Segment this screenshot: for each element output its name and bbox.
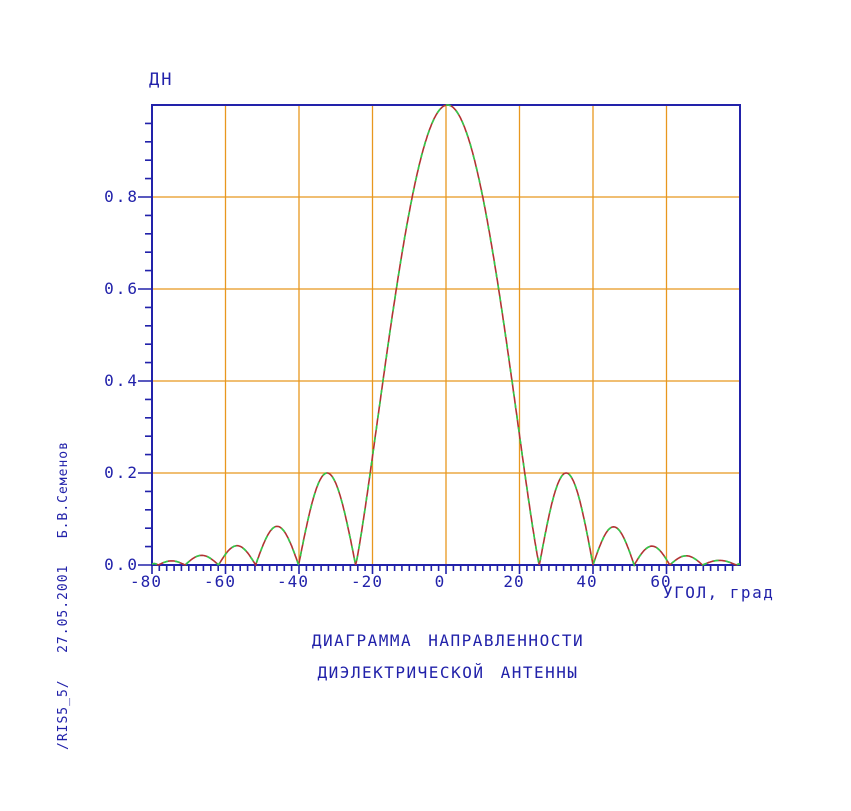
x-tick-label: 0 — [434, 572, 446, 591]
x-tick-label: 60 — [650, 572, 672, 591]
y-tick-label: 0.8 — [104, 187, 139, 206]
x-tick-label: -80 — [130, 572, 162, 591]
axis-ticks — [138, 122, 734, 574]
y-tick-label: 0.4 — [104, 371, 139, 390]
x-axis-label: УГОЛ, град — [663, 583, 775, 602]
x-tick-label: 20 — [503, 572, 525, 591]
y-tick-label: 0.0 — [104, 555, 139, 574]
x-tick-label: 40 — [576, 572, 598, 591]
y-tick-label: 0.6 — [104, 279, 139, 298]
chart-title-line-2: ДИЭЛЕКТРИЧЕСКОЙ АНТЕННЫ — [317, 663, 579, 682]
x-tick-label: -20 — [351, 572, 383, 591]
x-tick-label: -40 — [277, 572, 309, 591]
radiation-pattern-curve-dashed — [151, 104, 741, 567]
y-tick-label: 0.2 — [104, 463, 139, 482]
y-axis-title: ДН — [149, 70, 174, 90]
chart-title-line-1: ДИАГРАММА НАПРАВЛЕННОСТИ — [311, 631, 585, 650]
side-annotation: /RIS5_5/ 27.05.2001 Б.В.Семенов — [56, 441, 71, 750]
x-tick-label: -60 — [204, 572, 236, 591]
